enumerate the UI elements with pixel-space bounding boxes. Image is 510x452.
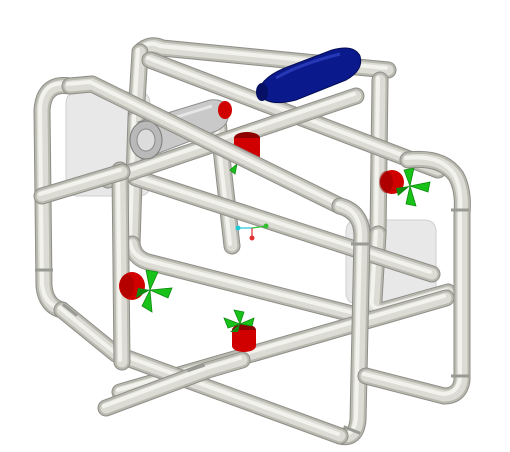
joint-band bbox=[186, 363, 206, 373]
pipe-front-bottom-stub bbox=[97, 351, 251, 417]
propeller-icon bbox=[136, 269, 173, 313]
propeller-icon bbox=[223, 309, 255, 332]
joint-band bbox=[351, 242, 369, 246]
thruster-rear-right[interactable] bbox=[379, 167, 431, 207]
pipe-inner-mid bbox=[127, 169, 441, 283]
battery-pack[interactable] bbox=[256, 47, 362, 104]
pipe-right-loop bbox=[357, 150, 471, 405]
pvc-frame-front[interactable] bbox=[33, 75, 471, 446]
pvc-frame-inner[interactable] bbox=[99, 51, 455, 401]
propeller-icon bbox=[396, 167, 431, 207]
joint-band bbox=[451, 208, 469, 212]
pipe-front-top bbox=[61, 75, 349, 215]
pipe-front-inner-left-leg bbox=[111, 161, 131, 371]
motor-body bbox=[232, 324, 256, 352]
pipe-front-right-leg bbox=[331, 197, 371, 446]
pipe-inner-top-cross bbox=[99, 87, 365, 189]
pipe-back-bottom bbox=[123, 235, 369, 325]
motor-body bbox=[119, 272, 145, 300]
joint-band bbox=[451, 374, 469, 378]
thruster-front-bottom[interactable] bbox=[223, 309, 256, 352]
thruster-front-left[interactable] bbox=[119, 269, 173, 313]
joint-band bbox=[35, 268, 53, 272]
pipe-back-right-leg bbox=[369, 71, 389, 243]
joint-band bbox=[343, 425, 361, 435]
joint-band bbox=[61, 303, 79, 317]
cap-icon bbox=[218, 101, 232, 119]
coordinate-triad-icon bbox=[235, 223, 269, 241]
pipe-left-crossbar bbox=[33, 163, 131, 205]
